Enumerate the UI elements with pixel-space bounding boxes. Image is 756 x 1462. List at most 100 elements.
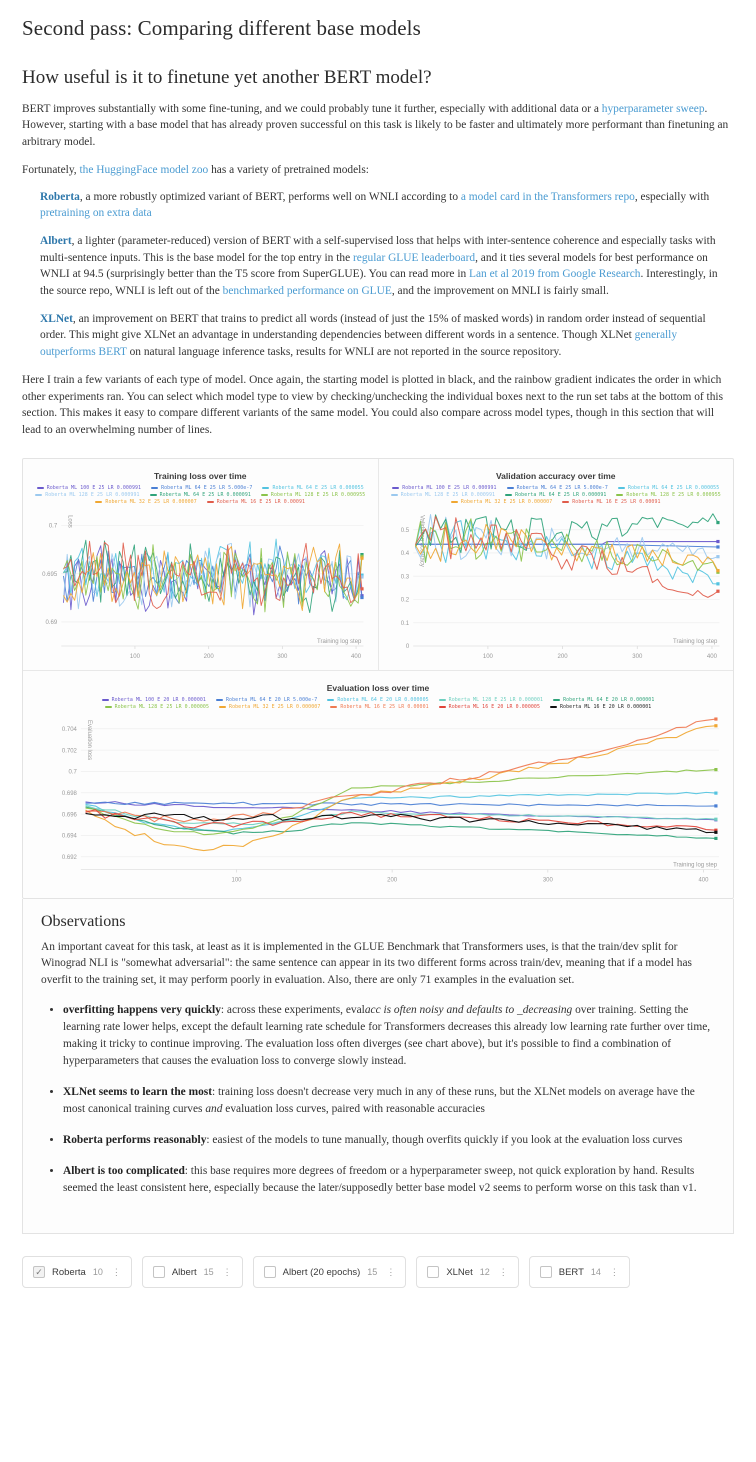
legend-color-swatch <box>438 706 446 708</box>
legend-label: Roberta ML 100 E 20 LR 0.000001 <box>111 697 206 704</box>
legend-label: Roberta ML 16 E 20 LR 0.000001 <box>560 704 652 711</box>
run-set-tab[interactable]: BERT 14 ⋮ <box>528 1256 630 1289</box>
legend-item[interactable]: Roberta ML 16 E 20 LR 0.000005 <box>438 704 540 710</box>
svg-text:Loss: Loss <box>66 515 72 528</box>
page-subtitle: How useful is it to finetune yet another… <box>22 67 432 88</box>
lan-et-al-link[interactable]: Lan et al 2019 from Google Research <box>469 268 641 281</box>
legend-color-swatch <box>562 501 570 503</box>
xlnet-text-1: , an improvement on BERT that trains to … <box>40 313 706 342</box>
run-set-checkbox[interactable]: ✓ <box>33 1266 45 1279</box>
legend-item[interactable]: Roberta ML 64 E 25 LR 0.000091 <box>505 492 606 498</box>
legend-item[interactable]: Roberta ML 100 E 25 LR 0.000991 <box>392 485 496 491</box>
observation-emphasis: and <box>205 1103 223 1116</box>
observation-body-a: : easiest of the models to tune manually… <box>206 1134 683 1147</box>
legend-item[interactable]: Roberta ML 128 E 25 LR 0.000955 <box>616 492 721 498</box>
svg-text:0.692: 0.692 <box>62 855 78 861</box>
svg-text:0.69: 0.69 <box>45 620 57 626</box>
legend-label: Roberta ML 128 E 25 LR 0.000991 <box>45 491 140 498</box>
svg-text:0.4: 0.4 <box>400 551 409 557</box>
svg-text:200: 200 <box>204 654 215 660</box>
legend-label: Roberta ML 64 E 25 LR 0.000055 <box>272 484 364 491</box>
kebab-menu-icon[interactable]: ⋮ <box>498 1266 508 1277</box>
run-set-tab[interactable]: Albert (20 epochs) 15 ⋮ <box>252 1256 407 1289</box>
roberta-pretraining-link[interactable]: pretraining on extra data <box>40 207 152 220</box>
legend-label: Roberta ML 100 E 25 LR 0.000991 <box>46 484 142 491</box>
benchmarked-glue-link[interactable]: benchmarked performance on GLUE <box>222 284 392 297</box>
legend-color-swatch <box>438 699 446 701</box>
legend-label: Roberta ML 128 E 25 LR 0.000991 <box>400 491 496 498</box>
model-item-albert: Albert, a lighter (parameter-reduced) ve… <box>40 233 734 299</box>
legend-training-loss: Roberta ML 100 E 25 LR 0.000991 Roberta M… <box>29 485 372 505</box>
huggingface-model-zoo-link[interactable]: the HuggingFace model zoo <box>79 164 209 177</box>
run-set-tab[interactable]: Albert 15 ⋮ <box>141 1256 243 1289</box>
observation-body-b: evaluation loss curves, paired with reas… <box>222 1103 485 1116</box>
legend-item[interactable]: Roberta ML 16 E 25 LR 0.00091 <box>206 499 305 505</box>
observation-body-a: : across these experiments, eval <box>220 1004 365 1017</box>
model-item-xlnet: XLNet, an improvement on BERT that train… <box>40 311 734 360</box>
legend-item[interactable]: Roberta ML 128 E 25 LR 0.000991 <box>35 492 139 498</box>
legend-color-swatch <box>260 494 268 496</box>
run-set-label: Albert <box>171 1266 197 1278</box>
run-set-label: BERT <box>558 1266 584 1278</box>
albert-text-2: , and it ties several models for best pe… <box>40 251 708 281</box>
glue-leaderboard-link[interactable]: regular GLUE leaderboard <box>352 251 476 264</box>
legend-item[interactable]: Roberta ML 64 E 20 LR 0.000005 <box>327 697 429 703</box>
svg-text:Validation accuracy: Validation accuracy <box>418 515 424 567</box>
legend-color-swatch <box>36 487 44 489</box>
svg-text:0.2: 0.2 <box>400 598 409 604</box>
legend-item[interactable]: Roberta ML 64 E 20 LR 0.000001 <box>553 697 654 703</box>
charts-top-row: Training loss over time Roberta ML 100 E… <box>23 458 733 672</box>
intro-paragraph-1: BERT improves substantially with some fi… <box>22 101 734 150</box>
legend-item[interactable]: Roberta ML 64 E 20 LR 5.000e-7 <box>215 697 317 703</box>
kebab-menu-icon[interactable]: ⋮ <box>386 1266 396 1277</box>
legend-color-swatch <box>616 494 624 496</box>
legend-item[interactable]: Roberta ML 64 E 25 LR 0.000055 <box>617 485 719 491</box>
legend-item[interactable]: Roberta ML 32 E 25 LR 0.000007 <box>219 704 320 710</box>
run-set-tab[interactable]: ✓ Roberta 10 ⋮ <box>22 1256 132 1289</box>
run-set-tab[interactable]: XLNet 12 ⋮ <box>416 1256 519 1289</box>
legend-label: Roberta ML 64 E 25 LR 5.000e-7 <box>161 484 253 491</box>
intro-p1-part-a: BERT improves substantially with some fi… <box>22 103 602 115</box>
legend-color-swatch <box>330 706 338 708</box>
kebab-menu-icon[interactable]: ⋮ <box>609 1266 619 1277</box>
roberta-model-card-link[interactable]: a model card in the Transformers repo <box>460 190 635 203</box>
plot-validation-accuracy[interactable]: 0 0.1 0.2 0.3 0.4 0.5 100 200 300 400 Training log… <box>385 505 728 666</box>
legend-item[interactable]: Roberta ML 64 E 25 LR 0.000091 <box>149 492 251 498</box>
xlnet-outperforms-bert-link[interactable]: generally outperforms BERT <box>40 329 678 358</box>
legend-item[interactable]: Roberta ML 16 E 25 LR 0.00091 <box>562 499 660 505</box>
legend-item[interactable]: Roberta ML 32 E 25 LR 0.000007 <box>450 499 552 505</box>
legend-item[interactable]: Roberta ML 100 E 25 LR 0.000991 <box>36 484 142 491</box>
legend-item[interactable]: Roberta ML 64 E 25 LR 0.000055 <box>262 484 364 491</box>
kebab-menu-icon[interactable]: ⋮ <box>111 1266 121 1277</box>
run-set-checkbox[interactable] <box>539 1266 552 1279</box>
plot-evaluation-loss[interactable]: 0.692 0.694 0.696 0.698 0.7 0.702 0.704 100 200 3… <box>29 710 727 889</box>
observation-body-a: : training loss doesn't decrease very mu… <box>63 1086 695 1116</box>
svg-text:200: 200 <box>387 878 398 884</box>
legend-item[interactable]: Roberta ML 100 E 20 LR 0.000001 <box>101 697 206 704</box>
svg-text:0.7: 0.7 <box>69 770 78 776</box>
legend-item[interactable]: Roberta ML 32 E 25 LR 0.000007 <box>95 499 197 505</box>
svg-text:Evaluation loss: Evaluation loss <box>86 720 92 760</box>
legend-label: Roberta ML 64 E 25 LR 5.000e-7 <box>516 484 608 491</box>
legend-item[interactable]: Roberta ML 128 E 25 LR 0.000955 <box>260 492 365 498</box>
legend-color-swatch <box>450 501 458 503</box>
run-set-checkbox[interactable] <box>152 1266 165 1279</box>
run-set-tabbar: ✓ Roberta 10 ⋮ Albert 15 ⋮ Albert (20 epochs) 15… <box>22 1256 734 1289</box>
legend-color-swatch <box>617 487 625 489</box>
observations-section: Observations An important caveat for thi… <box>22 898 734 1235</box>
legend-item[interactable]: Roberta ML 128 E 25 LR 0.000991 <box>390 491 496 498</box>
legend-item[interactable]: Roberta ML 64 E 25 LR 5.000e-7 <box>151 485 252 491</box>
legend-item[interactable]: Roberta ML 128 E 25 LR 0.000001 <box>438 697 543 703</box>
hyperparameter-sweep-link[interactable]: hyperparameter sweep <box>601 103 705 115</box>
plot-training-loss[interactable]: 0.69 0.695 0.7 100 200 300 400 Training log ste… <box>29 505 372 666</box>
kebab-menu-icon[interactable]: ⋮ <box>222 1266 232 1277</box>
charts-panel: Training loss over time Roberta ML 100 E… <box>22 457 734 899</box>
legend-item[interactable]: Roberta ML 64 E 25 LR 5.000e-7 <box>506 484 608 491</box>
chart-training-loss: Training loss over time Roberta ML 100 E… <box>23 459 378 670</box>
legend-item[interactable]: Roberta ML 16 E 25 LR 0.00001 <box>330 704 429 710</box>
run-set-checkbox[interactable] <box>263 1266 276 1279</box>
run-set-checkbox[interactable] <box>427 1266 440 1279</box>
legend-item[interactable]: Roberta ML 16 E 20 LR 0.000001 <box>550 704 651 710</box>
legend-item[interactable]: Roberta ML 128 E 25 LR 0.000005 <box>104 704 209 710</box>
model-name-roberta: Roberta <box>40 190 80 203</box>
